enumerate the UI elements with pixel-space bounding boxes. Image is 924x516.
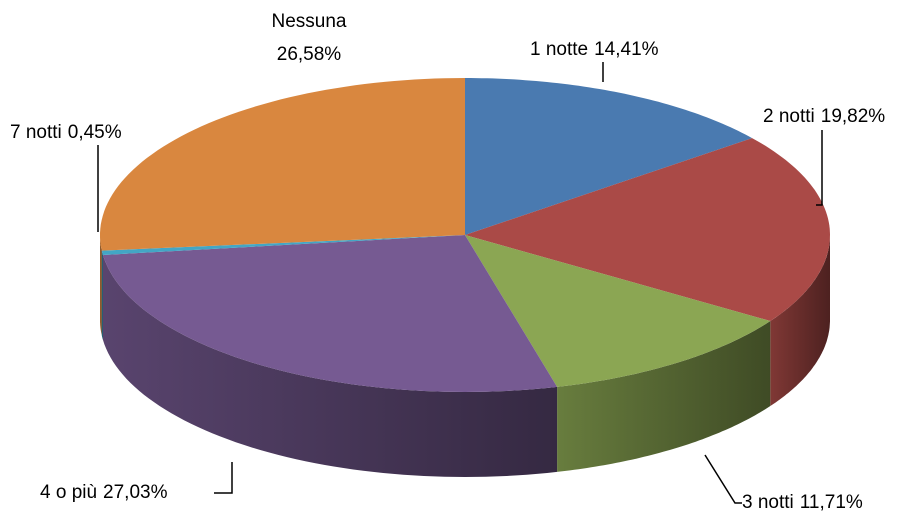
data-label: 4 o più 27,03% bbox=[40, 482, 168, 503]
data-label-name: Nessuna bbox=[272, 11, 347, 32]
data-label-name: 4 o più bbox=[40, 482, 97, 503]
leader-line bbox=[816, 130, 823, 206]
slice-side bbox=[770, 235, 830, 406]
data-label-name: 7 notti bbox=[10, 122, 62, 143]
data-label-value: 11,71% bbox=[800, 492, 863, 513]
data-label: 7 notti 0,45% bbox=[10, 122, 122, 143]
slice bbox=[100, 78, 465, 251]
data-label-name: 1 notte bbox=[530, 39, 588, 60]
slice-side bbox=[103, 255, 558, 477]
slice bbox=[465, 138, 830, 321]
data-label-value: 0,45% bbox=[68, 122, 122, 143]
data-label: 1 notte 14,41% bbox=[530, 39, 659, 60]
data-label-value: 19,82% bbox=[821, 106, 886, 127]
data-label-name: 3 notti bbox=[742, 492, 794, 513]
slice bbox=[101, 235, 466, 255]
slice-side bbox=[100, 235, 102, 336]
slice-side bbox=[557, 321, 771, 472]
slice bbox=[103, 235, 558, 392]
data-label-value: 27,03% bbox=[103, 482, 168, 503]
data-label-value: 26,58% bbox=[277, 44, 342, 65]
slice bbox=[465, 78, 753, 235]
leader-line bbox=[214, 462, 233, 494]
leader-line bbox=[704, 454, 742, 504]
data-label-value: 14,41% bbox=[594, 39, 659, 60]
slice-side bbox=[101, 250, 103, 340]
slice bbox=[465, 235, 771, 387]
data-label: 3 notti 11,71% bbox=[742, 492, 863, 513]
data-label-name: 2 notti bbox=[763, 106, 815, 127]
data-label: 2 notti 19,82% bbox=[763, 106, 885, 127]
